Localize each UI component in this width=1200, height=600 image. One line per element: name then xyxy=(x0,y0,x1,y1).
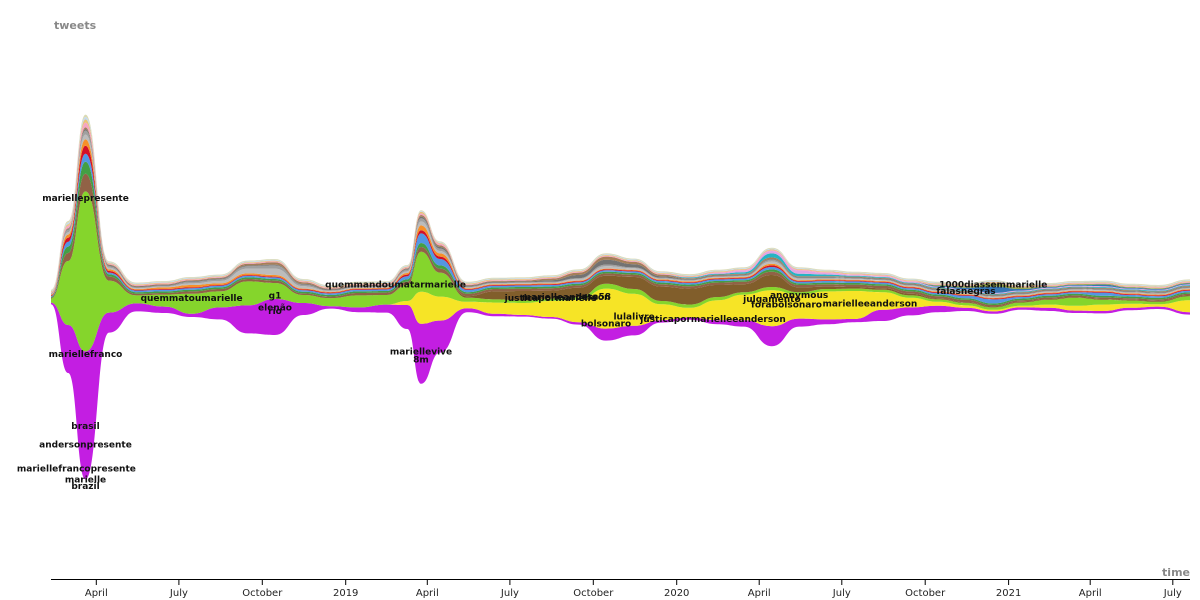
stream-label: anonymous xyxy=(770,291,828,301)
x-tick-label: October xyxy=(242,588,283,599)
stream-andersonpresente xyxy=(51,122,1190,293)
stream-label: mariellevive xyxy=(390,348,452,358)
stream-label: marielle xyxy=(65,476,106,486)
stream-label: mariellefrancopresente xyxy=(17,464,136,474)
stream-label: mariellepresente xyxy=(42,194,129,204)
x-tick-label: 2020 xyxy=(664,588,689,599)
x-tick-label: October xyxy=(573,588,614,599)
x-tick-label: April xyxy=(748,588,771,599)
stream-label: brasil xyxy=(71,422,99,432)
stream-label: mariellefranco xyxy=(49,350,123,360)
stream-mariellepresente xyxy=(51,299,1190,480)
x-tick-label: 2019 xyxy=(333,588,358,599)
stream-label: justicapormarielle xyxy=(504,294,597,304)
stream-label: 8m xyxy=(413,356,429,366)
stream-label: g1 xyxy=(269,292,282,302)
x-tick-label: October xyxy=(905,588,946,599)
stream-layers xyxy=(51,114,1190,480)
stream-label: casa58 xyxy=(576,292,611,302)
x-tick-label: July xyxy=(1163,588,1182,599)
x-axis-title: time xyxy=(1162,566,1190,579)
x-tick-label: April xyxy=(416,588,439,599)
x-tick-label: July xyxy=(169,588,188,599)
x-tick-label: April xyxy=(1079,588,1102,599)
stream-label: andersonpresente xyxy=(39,440,132,450)
x-tick-label: July xyxy=(832,588,851,599)
stream-label: quemmatoumarielle xyxy=(141,294,243,304)
x-tick-label: 2021 xyxy=(996,588,1021,599)
stream-quemmandoumatarmarielle xyxy=(51,288,1190,352)
stream-label: julgamento xyxy=(742,295,800,305)
stream-lulalivre xyxy=(51,129,1190,297)
stream-label: justicapormarielleeanderson xyxy=(639,315,786,325)
y-axis-title: tweets xyxy=(54,19,97,32)
stream-label: brazil xyxy=(71,482,99,492)
stream-label: lulalivre xyxy=(613,312,654,322)
stream-mariellefranco xyxy=(51,173,1190,307)
stream-label: forabolsonaro xyxy=(751,300,822,310)
x-tick-label: July xyxy=(500,588,519,599)
stream-label: 1000diassemmarielle xyxy=(939,280,1047,290)
stream-label: falasnegras xyxy=(936,287,995,297)
stream-label: quemmandoumatarmarielle xyxy=(325,280,466,290)
stream-label: marielleeanderson xyxy=(822,300,917,310)
x-axis-ticks: April July October 2019 April July October 2020… xyxy=(85,580,1182,599)
stream-label: elenão xyxy=(258,304,292,314)
stream-label: marielleanderson xyxy=(522,293,611,303)
stream-labels: mariellepresente mariellefranco brasil ande… xyxy=(17,194,1047,492)
stream-label: rio xyxy=(268,307,282,317)
x-tick-label: April xyxy=(85,588,108,599)
stream-justicapormarielleeanderson xyxy=(51,191,1190,308)
stream-label: bolsonaro xyxy=(581,320,631,330)
stream-bolsonaro xyxy=(51,127,1190,296)
